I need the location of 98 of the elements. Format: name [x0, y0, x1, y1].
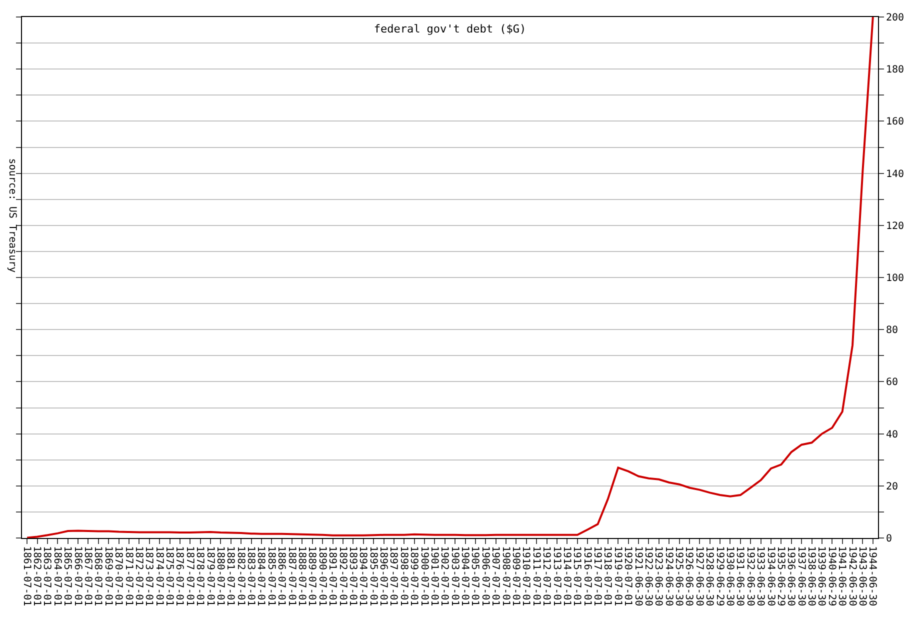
x-tick-label: 1928-06-30: [704, 546, 715, 606]
x-tick-label: 1904-07-01: [459, 546, 470, 606]
x-tick-label: 1902-07-01: [438, 546, 450, 606]
x-tick-label: 1887-07-01: [286, 546, 297, 606]
x-tick-label: 1903-07-01: [448, 546, 460, 606]
x-tick-label: 1895-07-01: [367, 546, 378, 606]
x-tick-label: 1891-07-01: [326, 546, 338, 606]
y-tick-label: 80: [886, 325, 898, 336]
x-tick-label: 1877-07-01: [184, 546, 195, 606]
x-tick-label: 1901-07-01: [428, 546, 440, 606]
x-tick-label: 1910-07-01: [520, 546, 532, 606]
x-tick-label: 1865-07-01: [62, 546, 73, 606]
y-tick-label: 140: [886, 168, 904, 180]
x-tick-label: 1937-06-30: [795, 546, 806, 606]
x-tick-label: 1867-07-01: [82, 546, 93, 606]
x-tick-label: 1920-07-01: [622, 546, 634, 606]
x-tick-label: 1886-07-01: [276, 546, 287, 606]
x-tick-label: 1875-07-01: [164, 546, 175, 606]
x-tick-label: 1878-07-01: [194, 546, 206, 606]
y-tick-label: 200: [886, 12, 904, 24]
x-tick-label: 1924-06-30: [662, 546, 674, 606]
x-tick-label: 1897-07-01: [388, 546, 399, 606]
x-tick-label: 1894-07-01: [357, 546, 368, 606]
x-tick-label: 1874-07-01: [153, 546, 164, 606]
x-tick-label: 1936-06-30: [785, 546, 796, 606]
x-tick-label: 1927-06-30: [693, 546, 704, 606]
x-tick-label: 1892-07-01: [336, 546, 348, 606]
y-tick-label: 20: [886, 481, 898, 492]
x-tick-label: 1919-07-01: [612, 546, 623, 606]
x-tick-label: 1868-07-01: [92, 546, 104, 606]
x-tick-label: 1926-06-30: [683, 546, 694, 606]
x-tick-label: 1869-07-01: [102, 546, 114, 606]
x-tick-label: 1914-07-01: [560, 546, 572, 606]
x-tick-label: 1871-07-01: [122, 546, 134, 606]
x-tick-label: 1909-07-01: [510, 546, 521, 606]
x-tick-label: 1933-06-30: [754, 546, 766, 606]
x-tick-label: 1917-07-01: [592, 546, 603, 606]
x-tick-label: 1893-07-01: [346, 546, 358, 606]
x-tick-label: 1915-07-01: [571, 546, 582, 606]
x-tick-label: 1930-06-30: [724, 546, 735, 606]
x-tick-label: 1881-07-01: [224, 546, 236, 606]
x-tick-label: 1922-06-30: [642, 546, 654, 606]
x-tick-label: 1934-06-30: [764, 546, 776, 606]
x-tick-label: 1862-07-01: [31, 546, 42, 606]
y-tick-label: 40: [886, 429, 898, 440]
x-tick-label: 1885-07-01: [265, 546, 276, 606]
x-tick-label: 1882-07-01: [234, 546, 246, 606]
x-tick-label: 1906-07-01: [479, 546, 490, 606]
x-tick-label: 1890-07-01: [316, 546, 328, 606]
x-tick-label: 1864-07-01: [51, 546, 62, 606]
x-tick-label: 1872-07-01: [132, 546, 144, 606]
x-tick-label: 1876-07-01: [174, 546, 185, 606]
x-tick-label: 1900-07-01: [418, 546, 430, 606]
x-tick-label: 1942-06-30: [846, 546, 858, 606]
x-tick-label: 1941-06-30: [836, 546, 848, 606]
x-tick-label: 1899-07-01: [408, 546, 420, 606]
x-tick-label: 1929-06-29: [714, 546, 725, 606]
x-tick-label: 1870-07-01: [112, 546, 124, 606]
x-tick-label: 1896-07-01: [378, 546, 389, 606]
x-tick-label: 1938-06-30: [806, 546, 817, 606]
x-tick-label: 1888-07-01: [296, 546, 307, 606]
y-tick-label: 0: [886, 534, 892, 544]
x-tick-label: 1908-07-01: [500, 546, 511, 606]
y-tick-label: 120: [886, 220, 904, 232]
x-tick-label: 1889-07-01: [306, 546, 318, 606]
x-tick-label: 1912-07-01: [540, 546, 552, 606]
x-tick-label: 1880-07-01: [214, 546, 226, 606]
line-series: [26, 17, 874, 538]
y-tick-label: 60: [886, 377, 898, 388]
x-tick-label: 1931-06-30: [734, 546, 746, 606]
y-tick-label: 100: [886, 273, 904, 284]
x-tick-label: 1923-06-30: [652, 546, 664, 606]
x-tick-label: 1884-07-01: [255, 546, 266, 606]
x-tick-label: 1898-07-01: [398, 546, 409, 606]
x-tick-label: 1913-07-01: [550, 546, 562, 606]
x-tick-label: 1866-07-01: [72, 546, 83, 606]
x-tick-label: 1879-07-01: [204, 546, 216, 606]
x-tick-label: 1939-06-30: [816, 546, 827, 606]
y-tick-label: 180: [886, 64, 904, 76]
x-tick-label: 1911-07-01: [530, 546, 542, 606]
x-tick-label: 1932-06-30: [744, 546, 756, 606]
x-tick-label: 1916-07-01: [581, 546, 592, 606]
text: federal gov't debt ($G): [374, 22, 526, 36]
x-tick-label: 1861-07-01: [20, 546, 32, 606]
x-tick-label: 1863-07-01: [41, 546, 52, 606]
x-tick-label: 1918-07-01: [602, 546, 613, 606]
x-tick-label: 1925-06-30: [673, 546, 684, 606]
x-tick-label: 1905-07-01: [469, 546, 480, 606]
x-tick-label: 1883-07-01: [245, 546, 256, 606]
x-tick-label: 1907-07-01: [490, 546, 501, 606]
x-tick-label: 1873-07-01: [143, 546, 154, 606]
x-tick-label: 1921-06-30: [632, 546, 644, 606]
x-tick-label: 1935-06-29: [774, 546, 786, 606]
x-tick-label: 1944-06-30: [866, 546, 878, 606]
x-tick-label: 1940-06-29: [826, 546, 837, 606]
x-tick-label: 1943-06-30: [856, 546, 868, 606]
y-tick-label: 160: [886, 116, 904, 128]
source-note: source: US Treasury: [6, 158, 18, 273]
